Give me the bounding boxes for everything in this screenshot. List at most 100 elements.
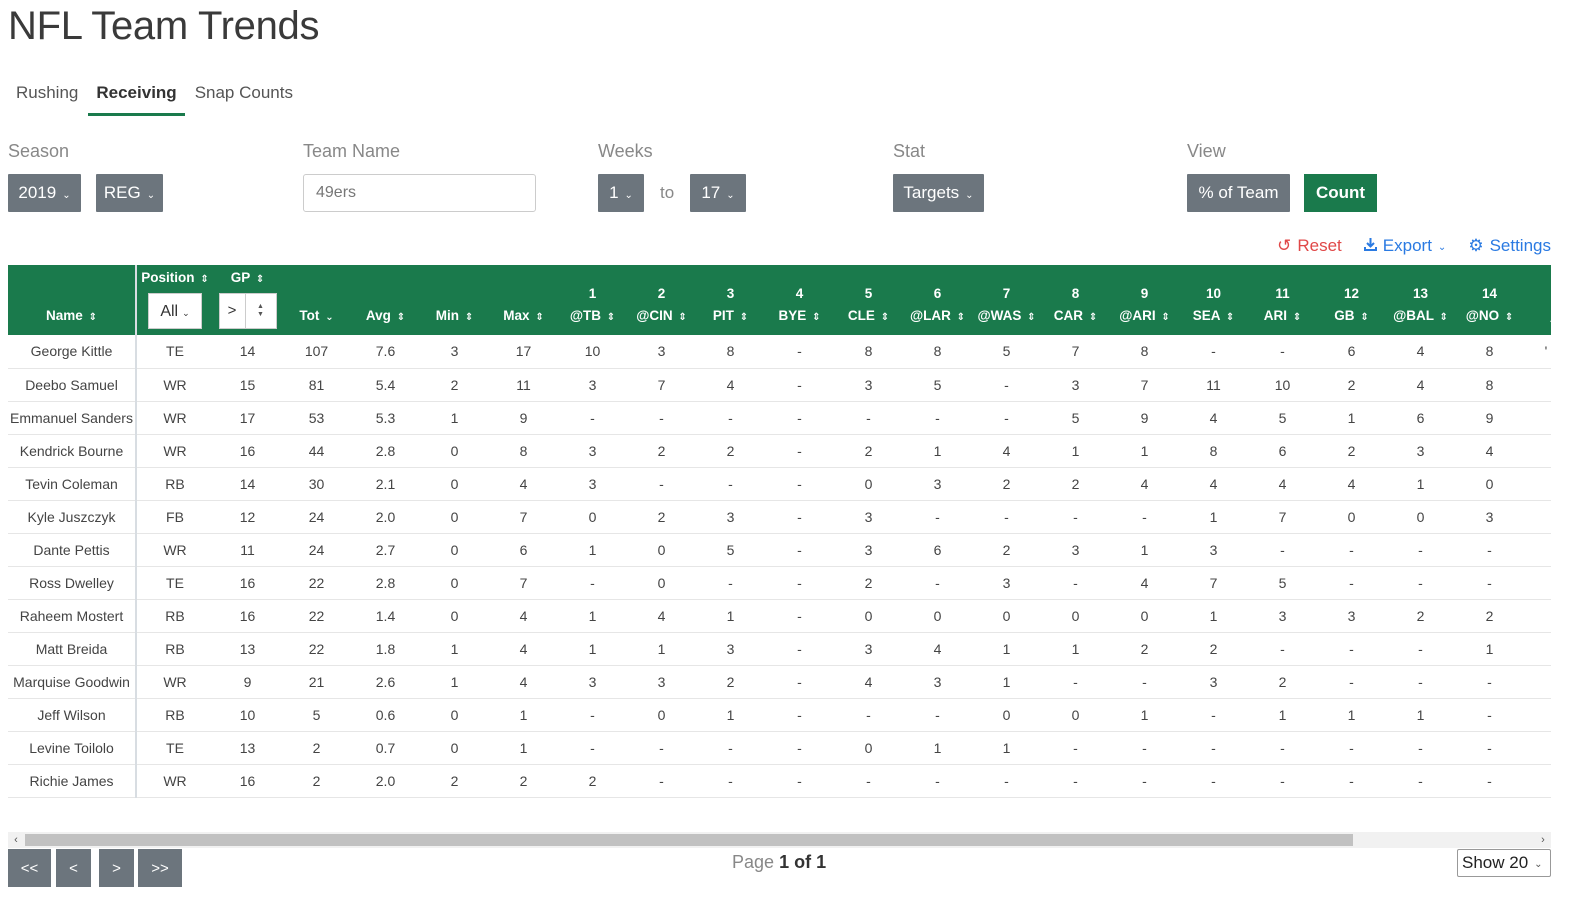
header-week[interactable]: 1 @TB ⇕ (558, 265, 627, 335)
cell-pos: RB (136, 467, 213, 501)
table-header-row: Name ⇕ Position ⇕ All ⌄ GP ⇕ > ▲ ▼ Tot ⌄ A… (8, 265, 1551, 335)
stepper-down-icon[interactable]: ▼ (257, 311, 264, 318)
cell-week: 1 (1386, 467, 1455, 501)
week-from-dropdown[interactable]: 1 ⌄ (598, 174, 644, 212)
export-button[interactable]: Export ⌄ (1363, 236, 1446, 256)
header-week[interactable]: 10 SEA ⇕ (1179, 265, 1248, 335)
header-avg[interactable]: Avg ⇕ (351, 265, 420, 335)
team-name-label: Team Name (303, 141, 401, 161)
stat-tabs: Rushing Receiving Snap Counts (8, 78, 303, 118)
cell-week (1524, 401, 1551, 435)
header-week[interactable]: 9 @ARI ⇕ (1110, 265, 1179, 335)
cell-week: 2 (1041, 467, 1110, 501)
scroll-left-icon[interactable]: ‹ (14, 834, 18, 846)
cell-week: - (627, 467, 696, 501)
cell-week (1524, 599, 1551, 633)
header-tot[interactable]: Tot ⌄ (282, 265, 351, 335)
header-week[interactable]: 14 @NO ⇕ (1455, 265, 1524, 335)
header-gp[interactable]: GP ⇕ > ▲ ▼ (213, 265, 282, 335)
week-from-value: 1 (609, 183, 619, 202)
view-count-button[interactable]: Count (1304, 174, 1377, 212)
cell-week: 9 (1110, 401, 1179, 435)
cell-week: - (558, 731, 627, 765)
header-week[interactable]: 5 CLE ⇕ (834, 265, 903, 335)
prev-page-button[interactable]: < (56, 849, 91, 887)
header-week[interactable]: AT (1524, 265, 1551, 335)
cell-week: 0 (558, 500, 627, 534)
gp-operator-select[interactable]: > (220, 294, 246, 328)
scroll-right-icon[interactable]: › (1541, 834, 1545, 846)
cell-week: - (1179, 698, 1248, 732)
cell-week: - (1110, 764, 1179, 798)
header-week[interactable]: 11 ARI ⇕ (1248, 265, 1317, 335)
sort-arrows-icon: ⇕ (1027, 312, 1036, 323)
week-to-dropdown[interactable]: 17 ⌄ (690, 174, 746, 212)
cell-week: 7 (1248, 500, 1317, 534)
header-week[interactable]: 3 PIT ⇕ (696, 265, 765, 335)
header-week[interactable]: 4 BYE ⇕ (765, 265, 834, 335)
cell-week: - (765, 401, 834, 435)
next-page-button[interactable]: > (99, 849, 134, 887)
tab-snap-counts[interactable]: Snap Counts (194, 83, 293, 102)
header-min-label: Min (435, 308, 460, 323)
cell-week: - (903, 401, 972, 435)
cell-week: 3 (627, 335, 696, 369)
cell-tot: 2 (282, 731, 351, 765)
cell-week: 5 (903, 368, 972, 402)
season-dropdown[interactable]: 2019 ⌄ (8, 174, 81, 212)
cell-avg: 1.8 (351, 632, 420, 666)
header-week[interactable]: 8 CAR ⇕ (1041, 265, 1110, 335)
cell-week: 3 (558, 368, 627, 402)
cell-min: 2 (420, 368, 489, 402)
settings-button[interactable]: ⚙ Settings (1468, 236, 1551, 256)
cell-week: 1 (1179, 500, 1248, 534)
last-page-button[interactable]: >> (138, 849, 182, 887)
team-name-input[interactable] (303, 174, 536, 212)
cell-avg: 0.6 (351, 698, 420, 732)
reset-button[interactable]: ↺ Reset (1277, 236, 1342, 256)
cell-week: - (1455, 698, 1524, 732)
cell-week: - (1386, 665, 1455, 699)
header-week[interactable]: 12 GB ⇕ (1317, 265, 1386, 335)
cell-week: - (696, 467, 765, 501)
first-page-button[interactable]: << (8, 849, 51, 887)
cell-week: - (696, 731, 765, 765)
sort-arrows-icon: ⇕ (1225, 312, 1235, 323)
season-type-dropdown[interactable]: REG ⌄ (96, 174, 163, 212)
cell-week: - (1317, 731, 1386, 765)
header-min[interactable]: Min ⇕ (420, 265, 489, 335)
header-name[interactable]: Name ⇕ (8, 265, 137, 335)
cell-max: 9 (489, 401, 558, 435)
horizontal-scrollbar[interactable]: ‹ › (8, 832, 1551, 848)
page-size-select[interactable]: Show 20 ⌄ (1457, 849, 1551, 877)
player-name-cell: Kendrick Bourne (8, 434, 137, 468)
header-week[interactable]: 6 @LAR ⇕ (903, 265, 972, 335)
cell-week: - (834, 764, 903, 798)
cell-week: - (765, 467, 834, 501)
cell-avg: 2.0 (351, 500, 420, 534)
gp-number-stepper[interactable]: ▲ ▼ (246, 294, 276, 328)
cell-week: 3 (1041, 533, 1110, 567)
tab-receiving[interactable]: Receiving (88, 78, 185, 116)
header-week[interactable]: 13 @BAL ⇕ (1386, 265, 1455, 335)
stat-dropdown[interactable]: Targets ⌄ (893, 174, 984, 212)
player-name-cell: Marquise Goodwin (8, 665, 137, 699)
view-percent-button[interactable]: % of Team (1187, 174, 1290, 212)
header-week[interactable]: 2 @CIN ⇕ (627, 265, 696, 335)
cell-week: - (765, 665, 834, 699)
cell-min: 0 (420, 533, 489, 567)
table-row: Kendrick Bourne WR 16 44 2.8 0 8 3 2 2-2 1 4 1 1 8 6 2 3 4 (8, 434, 1551, 468)
header-week[interactable]: 7 @WAS ⇕ (972, 265, 1041, 335)
header-position[interactable]: Position ⇕ All ⌄ (136, 265, 213, 335)
cell-week: 3 (696, 632, 765, 666)
cell-week: 0 (627, 566, 696, 600)
tab-rushing[interactable]: Rushing (16, 83, 79, 102)
scrollbar-thumb[interactable] (25, 834, 1353, 846)
header-max[interactable]: Max ⇕ (489, 265, 558, 335)
cell-week: 3 (1041, 368, 1110, 402)
cell-max: 4 (489, 599, 558, 633)
cell-tot: 81 (282, 368, 351, 402)
position-filter-select[interactable]: All ⌄ (148, 293, 202, 329)
undo-icon: ↺ (1277, 236, 1292, 255)
stepper-up-icon[interactable]: ▲ (257, 303, 264, 310)
